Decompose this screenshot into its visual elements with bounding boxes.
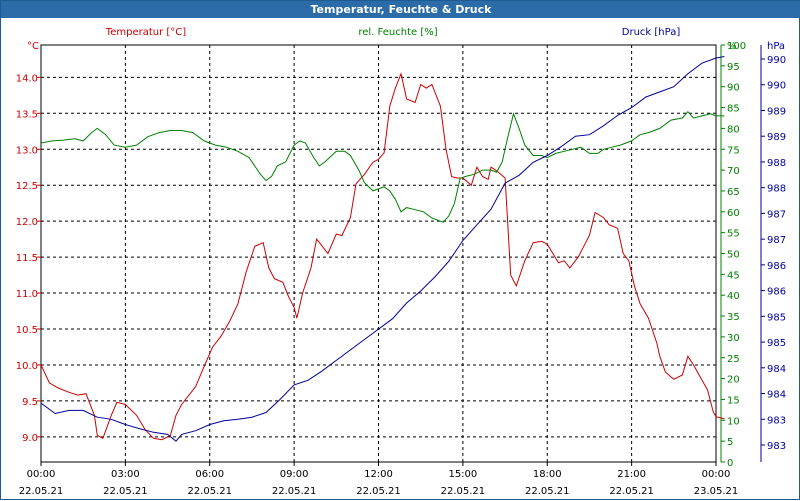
humidity-tick-label: 5 — [727, 437, 733, 448]
pressure-tick-label: 988 — [767, 184, 786, 195]
humidity-tick-label: 45 — [727, 270, 740, 281]
x-tick-label-time: 21:00 — [617, 469, 646, 480]
humidity-unit: % — [727, 41, 737, 52]
humidity-tick-label: 40 — [727, 291, 740, 302]
temperature-tick-label: 13.0 — [16, 145, 38, 156]
humidity-tick-label: 30 — [727, 333, 740, 344]
pressure-tick-label: 983 — [767, 441, 786, 452]
pressure-unit: hPa — [767, 41, 785, 52]
humidity-tick-label: 90 — [727, 83, 740, 94]
pressure-tick-label: 990 — [767, 81, 786, 92]
pressure-tick-label: 986 — [767, 287, 786, 298]
pressure-tick-label: 984 — [767, 390, 786, 401]
humidity-tick-label: 55 — [727, 229, 740, 240]
x-tick-label-time: 15:00 — [448, 469, 477, 480]
x-tick-label-time: 12:00 — [364, 469, 393, 480]
humidity-tick-label: 25 — [727, 354, 740, 365]
x-tick-label-time: 00:00 — [702, 469, 731, 480]
humidity-tick-label: 10 — [727, 416, 740, 427]
x-tick-label-time: 06:00 — [195, 469, 224, 480]
x-tick-label-date: 22.05.21 — [525, 486, 570, 497]
x-tick-label-date: 23.05.21 — [694, 486, 739, 497]
humidity-tick-label: 20 — [727, 375, 740, 386]
pressure-tick-label: 989 — [767, 106, 786, 117]
humidity-tick-label: 50 — [727, 250, 740, 261]
temperature-tick-label: 9.5 — [22, 397, 38, 408]
humidity-axis-label: rel. Feuchte [%] — [358, 27, 437, 38]
pressure-tick-label: 984 — [767, 364, 786, 375]
humidity-tick-label: 85 — [727, 104, 740, 115]
x-tick-label-time: 09:00 — [280, 469, 309, 480]
pressure-tick-label: 987 — [767, 209, 786, 220]
x-tick-label-date: 22.05.21 — [187, 486, 232, 497]
x-tick-label-date: 22.05.21 — [356, 486, 401, 497]
humidity-tick-label: 0 — [727, 458, 733, 469]
pressure-tick-label: 985 — [767, 312, 786, 323]
pressure-tick-label: 983 — [767, 415, 786, 426]
pressure-series-line — [40, 56, 725, 442]
temperature-tick-label: 10.0 — [16, 361, 38, 372]
temperature-tick-label: 12.5 — [16, 181, 38, 192]
humidity-tick-label: 95 — [727, 62, 740, 73]
x-tick-label-date: 22.05.21 — [609, 486, 654, 497]
x-tick-label-time: 18:00 — [533, 469, 562, 480]
x-tick-label-time: 03:00 — [111, 469, 140, 480]
humidity-tick-label: 35 — [727, 312, 740, 323]
pressure-tick-label: 988 — [767, 158, 786, 169]
humidity-series-line — [40, 110, 725, 223]
pressure-tick-label: 985 — [767, 338, 786, 349]
pressure-tick-label: 987 — [767, 235, 786, 246]
temperature-tick-label: 10.5 — [16, 325, 38, 336]
temperature-tick-label: 9.0 — [22, 433, 38, 444]
pressure-axis-label: Druck [hPa] — [622, 27, 681, 38]
temperature-axis-label: Temperatur [°C] — [105, 27, 186, 38]
pressure-tick-label: 986 — [767, 261, 786, 272]
x-tick-label-date: 22.05.21 — [103, 486, 148, 497]
humidity-tick-label: 15 — [727, 395, 740, 406]
temperature-tick-label: 14.0 — [16, 73, 38, 84]
pressure-tick-label: 989 — [767, 132, 786, 143]
x-tick-label-date: 22.05.21 — [272, 486, 317, 497]
humidity-tick-label: 80 — [727, 124, 740, 135]
plot-area — [40, 44, 717, 463]
pressure-tick-label: 990 — [767, 55, 786, 66]
temperature-tick-label: 11.5 — [16, 253, 38, 264]
humidity-tick-label: 65 — [727, 187, 740, 198]
temperature-series-line — [40, 72, 725, 441]
temperature-tick-label: 13.5 — [16, 109, 38, 120]
humidity-tick-label: 60 — [727, 208, 740, 219]
humidity-tick-label: 100 — [727, 41, 746, 52]
x-tick-label-time: 00:00 — [27, 469, 56, 480]
temperature-tick-label: 11.0 — [16, 289, 38, 300]
temperature-unit: °C — [27, 41, 39, 52]
temperature-tick-label: 12.0 — [16, 217, 38, 228]
x-tick-label-date: 22.05.21 — [19, 486, 64, 497]
window-title: Temperatur, Feuchte & Druck — [1, 1, 800, 18]
humidity-tick-label: 75 — [727, 145, 740, 156]
humidity-tick-label: 70 — [727, 166, 740, 177]
x-tick-label-date: 22.05.21 — [441, 486, 486, 497]
